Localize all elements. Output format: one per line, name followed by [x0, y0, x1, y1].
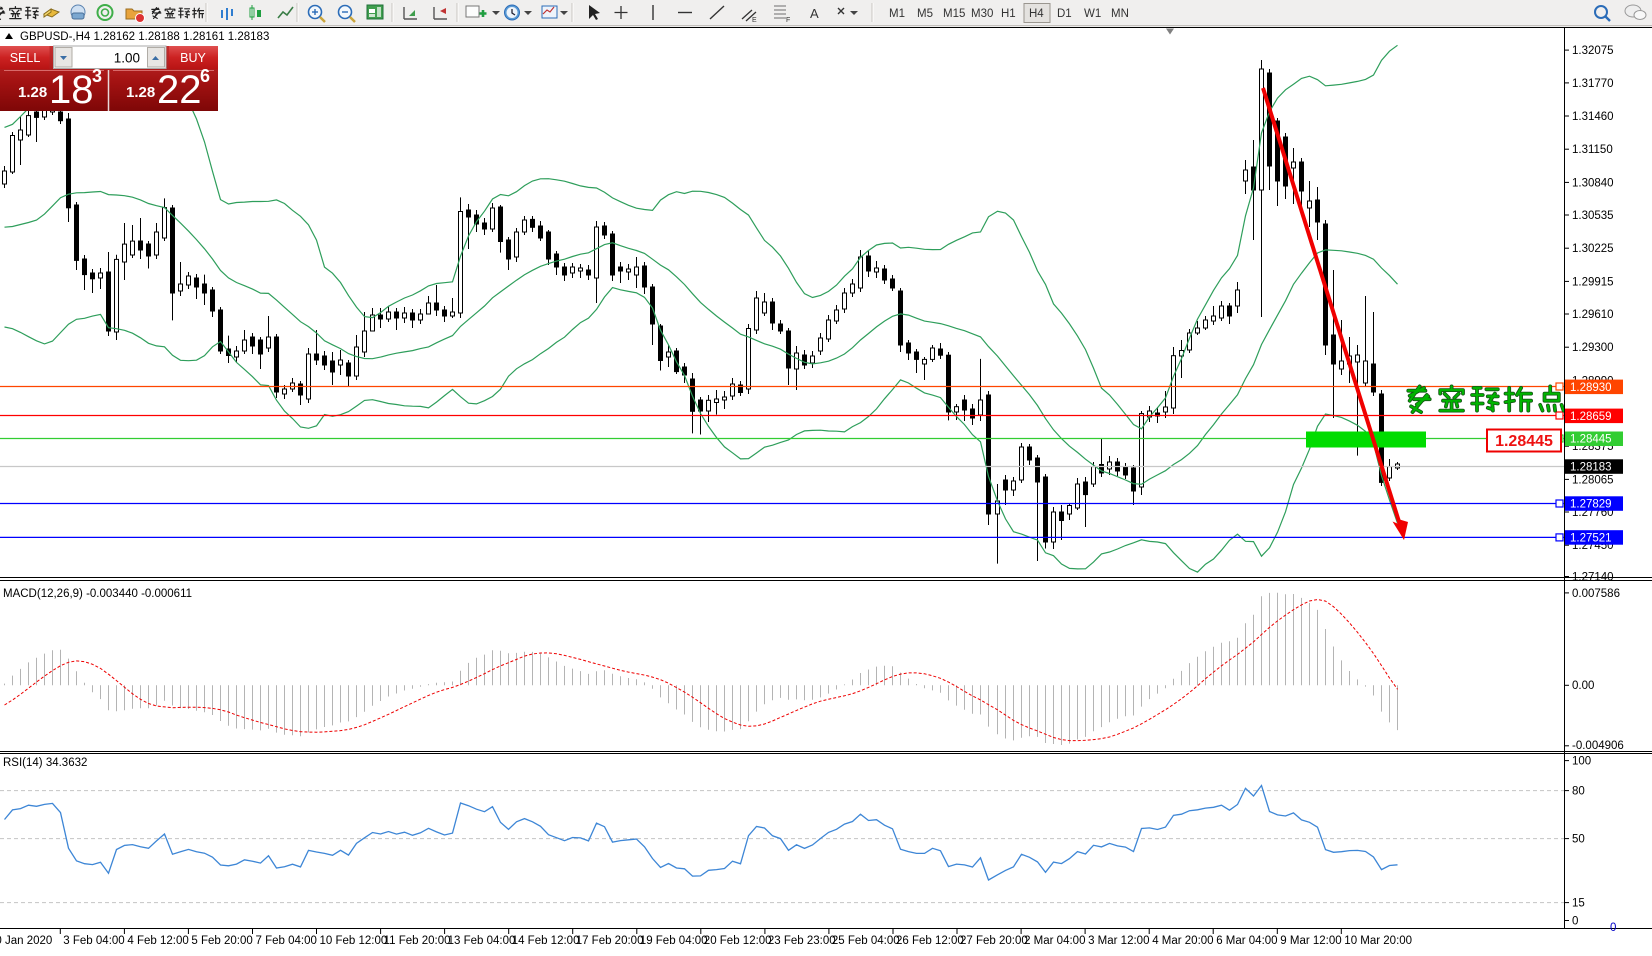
svg-text:1.29610: 1.29610	[1572, 309, 1614, 321]
svg-text:100: 100	[1572, 756, 1591, 768]
svg-text:M15: M15	[943, 8, 965, 20]
svg-text:1.30840: 1.30840	[1572, 177, 1614, 189]
svg-text:20 Feb 12:00: 20 Feb 12:00	[704, 935, 772, 947]
svg-text:15: 15	[1572, 898, 1585, 910]
svg-text:E: E	[752, 17, 757, 24]
svg-text:1.27521: 1.27521	[1570, 532, 1612, 544]
svg-text:14 Feb 12:00: 14 Feb 12:00	[512, 935, 580, 947]
svg-text:1.27140: 1.27140	[1572, 572, 1614, 584]
svg-text:1.30225: 1.30225	[1572, 243, 1614, 255]
svg-text:1.28: 1.28	[126, 84, 155, 101]
svg-text:3 Mar 12:00: 3 Mar 12:00	[1088, 935, 1149, 947]
svg-text:1.28065: 1.28065	[1572, 474, 1614, 486]
svg-text:A: A	[810, 6, 819, 21]
svg-text:2 Mar 04:00: 2 Mar 04:00	[1024, 935, 1085, 947]
svg-text:10 Feb 12:00: 10 Feb 12:00	[320, 935, 388, 947]
svg-text:1.28445: 1.28445	[1570, 434, 1612, 446]
svg-text:MN: MN	[1111, 8, 1129, 20]
svg-text:30 Jan 2020: 30 Jan 2020	[0, 935, 52, 947]
svg-text:0: 0	[1610, 922, 1616, 934]
svg-text:1.31770: 1.31770	[1572, 78, 1614, 90]
svg-text:-0.004906: -0.004906	[1572, 740, 1624, 752]
svg-text:25 Feb 04:00: 25 Feb 04:00	[832, 935, 900, 947]
svg-text:7 Feb 04:00: 7 Feb 04:00	[256, 935, 317, 947]
svg-text:D1: D1	[1057, 8, 1072, 20]
svg-text:0.00: 0.00	[1572, 680, 1594, 692]
svg-text:1.31460: 1.31460	[1572, 111, 1614, 123]
svg-text:1.28183: 1.28183	[1570, 462, 1612, 474]
svg-text:H1: H1	[1001, 8, 1016, 20]
svg-text:50: 50	[1572, 834, 1585, 846]
svg-text:23 Feb 23:00: 23 Feb 23:00	[768, 935, 836, 947]
svg-text:1.28930: 1.28930	[1570, 382, 1612, 394]
svg-text:1.27829: 1.27829	[1570, 499, 1612, 511]
svg-text:1.29915: 1.29915	[1572, 276, 1614, 288]
svg-text:W1: W1	[1084, 8, 1101, 20]
svg-text:19 Feb 04:00: 19 Feb 04:00	[640, 935, 708, 947]
svg-text:1.32075: 1.32075	[1572, 45, 1614, 57]
svg-text:6 Mar 04:00: 6 Mar 04:00	[1216, 935, 1277, 947]
svg-text:BUY: BUY	[180, 51, 206, 65]
svg-text:0: 0	[1572, 916, 1578, 928]
svg-text:1.30535: 1.30535	[1572, 210, 1614, 222]
svg-text:4 Feb 12:00: 4 Feb 12:00	[127, 935, 188, 947]
svg-text:0.007586: 0.007586	[1572, 588, 1620, 600]
svg-text:M5: M5	[917, 8, 933, 20]
svg-text:RSI(14) 34.3632: RSI(14) 34.3632	[3, 757, 87, 769]
svg-text:1.29300: 1.29300	[1572, 342, 1614, 354]
svg-text:1.28: 1.28	[18, 84, 47, 101]
svg-text:3: 3	[92, 66, 102, 86]
svg-text:22: 22	[157, 68, 202, 112]
svg-text:80: 80	[1572, 786, 1585, 798]
svg-text:1.28659: 1.28659	[1570, 411, 1612, 423]
svg-text:GBPUSD-,H4 1.28162 1.28188 1.: GBPUSD-,H4 1.28162 1.28188 1.28161 1.281…	[20, 31, 269, 43]
svg-text:3 Feb 04:00: 3 Feb 04:00	[63, 935, 124, 947]
svg-text:4 Mar 20:00: 4 Mar 20:00	[1152, 935, 1213, 947]
svg-text:9 Mar 12:00: 9 Mar 12:00	[1280, 935, 1341, 947]
svg-text:17 Feb 20:00: 17 Feb 20:00	[576, 935, 644, 947]
svg-text:27 Feb 20:00: 27 Feb 20:00	[960, 935, 1028, 947]
svg-text:26 Feb 12:00: 26 Feb 12:00	[896, 935, 964, 947]
svg-text:5 Feb 20:00: 5 Feb 20:00	[191, 935, 252, 947]
svg-text:H4: H4	[1029, 8, 1044, 20]
svg-text:1.31150: 1.31150	[1572, 144, 1613, 156]
svg-text:11 Feb 20:00: 11 Feb 20:00	[384, 935, 451, 947]
svg-text:1.28445: 1.28445	[1495, 433, 1553, 450]
svg-text:13 Feb 04:00: 13 Feb 04:00	[448, 935, 516, 947]
svg-text:F: F	[786, 17, 790, 24]
svg-text:6: 6	[200, 66, 210, 86]
svg-text:MACD(12,26,9) -0.003440 -0.000: MACD(12,26,9) -0.003440 -0.000611	[3, 588, 192, 600]
svg-text:M30: M30	[971, 8, 993, 20]
svg-text:10 Mar 20:00: 10 Mar 20:00	[1344, 935, 1412, 947]
svg-text:SELL: SELL	[10, 51, 41, 65]
svg-text:18: 18	[49, 68, 94, 112]
svg-text:1.00: 1.00	[114, 51, 140, 66]
svg-text:M1: M1	[889, 8, 905, 20]
